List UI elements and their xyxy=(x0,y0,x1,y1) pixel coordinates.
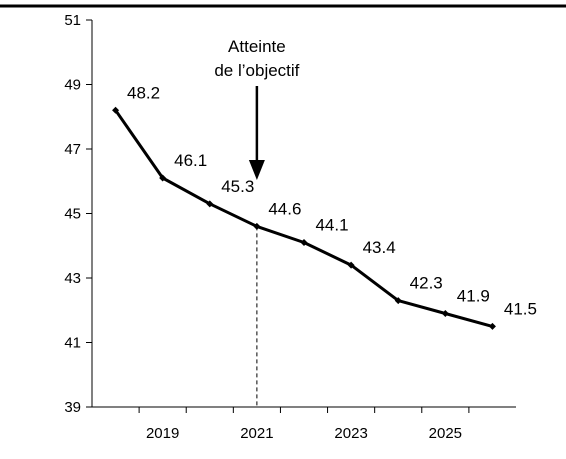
data-point-marker xyxy=(347,261,355,269)
y-tick-label: 51 xyxy=(64,12,81,29)
data-labels: 48.2 46.1 45.3 44.6 44.1 43.4 42.3 41.9 41.5 xyxy=(127,83,537,318)
y-tick-label: 45 xyxy=(64,206,81,223)
data-point-marker xyxy=(253,222,261,230)
data-label: 46.1 xyxy=(174,151,207,170)
x-tick-label: 2019 xyxy=(146,425,179,442)
data-label: 45.3 xyxy=(221,177,254,196)
x-tick-label: 2025 xyxy=(429,425,462,442)
data-point-marker xyxy=(300,239,308,247)
x-tick-label: 2023 xyxy=(334,425,367,442)
x-axis-ticks: 2019 2021 2023 2025 xyxy=(138,407,470,442)
y-tick-label: 47 xyxy=(64,141,81,158)
data-label: 48.2 xyxy=(127,83,160,102)
data-label: 41.5 xyxy=(504,299,537,318)
data-label: 41.9 xyxy=(457,286,490,305)
annotation-text-line1: Atteinte xyxy=(228,37,286,56)
data-point-marker xyxy=(488,322,496,330)
series-line xyxy=(114,109,493,328)
data-point-marker xyxy=(206,200,214,208)
data-point-marker xyxy=(441,309,449,317)
data-point-marker xyxy=(159,174,167,182)
annotation-text-line2: de l’objectif xyxy=(214,61,299,80)
y-tick-label: 49 xyxy=(64,77,81,94)
data-point-marker xyxy=(112,106,120,114)
data-label: 43.4 xyxy=(363,238,396,257)
y-tick-label: 43 xyxy=(64,270,81,287)
data-points xyxy=(112,106,496,330)
y-tick-label: 39 xyxy=(64,399,81,416)
data-point-marker xyxy=(394,297,402,305)
data-label: 44.1 xyxy=(315,216,348,235)
y-tick-label: 41 xyxy=(64,335,81,352)
target-annotation: Atteinte de l’objectif xyxy=(214,37,300,180)
down-arrow-icon xyxy=(248,160,265,180)
data-label: 42.3 xyxy=(410,274,443,293)
x-tick-label: 2021 xyxy=(240,425,273,442)
data-label: 44.6 xyxy=(268,199,301,218)
y-axis-ticks: 39 41 43 45 47 49 51 xyxy=(64,12,92,416)
